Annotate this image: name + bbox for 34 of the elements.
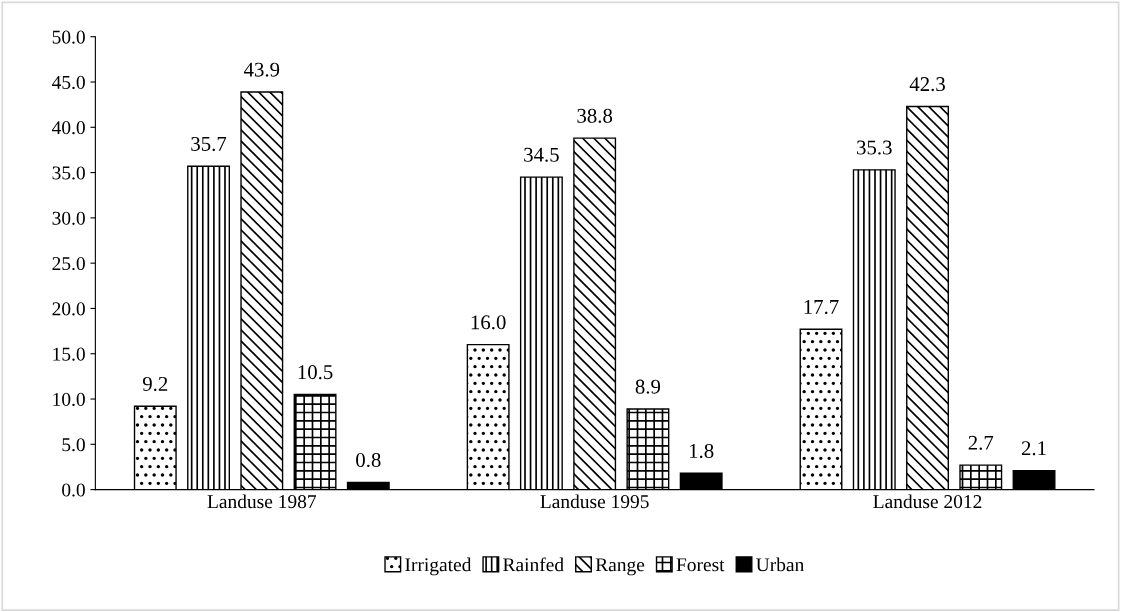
legend-label: Urban	[756, 557, 804, 572]
x-tick-label: Landuse 1987	[207, 494, 317, 509]
data-label: 10.5	[298, 365, 333, 380]
data-label: 8.9	[635, 379, 661, 394]
data-label: 42.3	[909, 77, 945, 92]
data-label: 9.2	[142, 376, 168, 392]
y-tick-label: 15.0	[53, 347, 85, 361]
y-tick-label: 50.0	[52, 30, 85, 44]
legend-label: Rainfed	[503, 557, 564, 572]
data-label: 16.0	[471, 315, 506, 330]
y-tick-label: 5.0	[62, 438, 85, 452]
y-tick-label: 0.0	[62, 483, 85, 497]
data-label: 0.8	[356, 452, 381, 468]
data-label: 17.7	[804, 299, 839, 315]
y-tick-label: 30.0	[52, 211, 85, 225]
data-label: 2.1	[1021, 441, 1046, 456]
x-tick-label: Landuse 1995	[540, 494, 649, 509]
y-tick-label: 40.0	[52, 121, 85, 135]
y-tick-label: 35.0	[52, 166, 85, 180]
data-label: 34.5	[524, 147, 559, 162]
y-tick-label: 10.0	[53, 392, 85, 407]
data-label: 35.7	[191, 136, 227, 151]
legend-label: Forest	[676, 558, 725, 572]
y-tick-label: 45.0	[52, 75, 85, 90]
data-label: 38.8	[577, 108, 613, 123]
x-tick-label: Landuse 2012	[873, 494, 982, 509]
data-label: 1.8	[689, 443, 714, 459]
legend-label: Range	[595, 558, 645, 576]
data-label: 35.3	[857, 140, 892, 155]
y-tick-label: 25.0	[52, 256, 85, 271]
data-label: 43.9	[243, 62, 280, 77]
y-tick-label: 20.0	[52, 302, 85, 316]
legend-label: Irrigated	[405, 557, 472, 576]
data-label: 2.7	[968, 435, 994, 450]
